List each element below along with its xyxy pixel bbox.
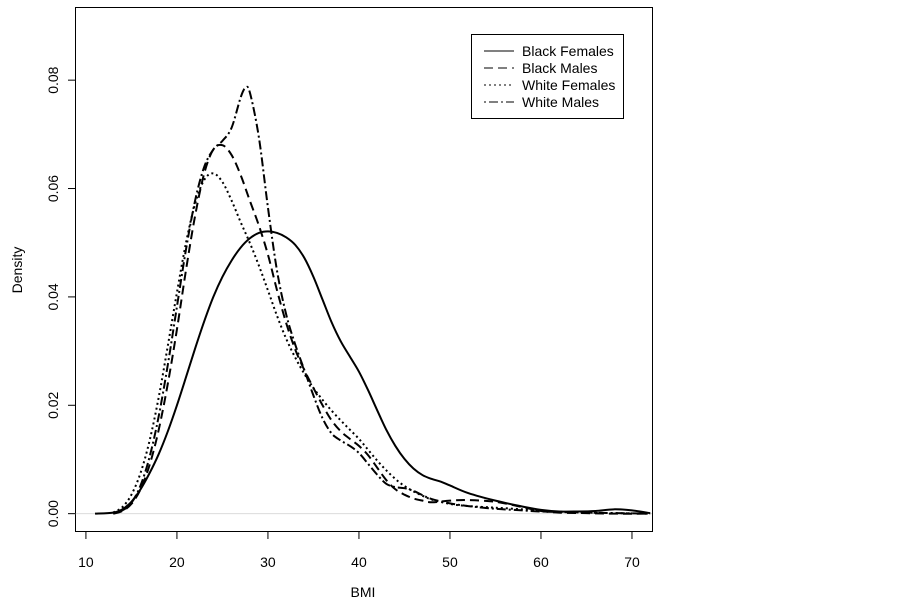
x-tick-label: 30 xyxy=(260,554,276,570)
legend-box xyxy=(471,34,624,119)
x-axis: 10 20 30 40 50 60 70 xyxy=(78,531,640,570)
series-layer xyxy=(94,85,651,515)
legend-label-black-females: Black Females xyxy=(522,43,614,59)
legend-label-black-males: Black Males xyxy=(522,60,597,76)
x-tick-label: 10 xyxy=(78,554,94,570)
series-line-black-males xyxy=(112,143,651,515)
legend-label-white-females: White Females xyxy=(522,77,615,93)
x-tick-label: 40 xyxy=(351,554,367,570)
legend-label-white-males: White Males xyxy=(522,94,599,110)
y-tick-label: 0.06 xyxy=(45,175,61,202)
x-axis-title: BMI xyxy=(351,584,376,600)
y-axis-title: Density xyxy=(9,247,25,294)
x-tick-label: 50 xyxy=(442,554,458,570)
y-axis: 0.00 0.02 0.04 0.06 0.08 xyxy=(45,66,76,527)
y-tick-label: 0.04 xyxy=(45,283,61,310)
x-tick-label: 20 xyxy=(169,554,185,570)
series-line-white-males xyxy=(112,85,651,515)
x-tick-label: 60 xyxy=(533,554,549,570)
y-tick-label: 0.02 xyxy=(45,391,61,418)
series-line-black-females xyxy=(94,230,651,515)
y-tick-label: 0.00 xyxy=(45,500,61,527)
y-tick-label: 0.08 xyxy=(45,66,61,93)
x-tick-label: 70 xyxy=(624,554,640,570)
